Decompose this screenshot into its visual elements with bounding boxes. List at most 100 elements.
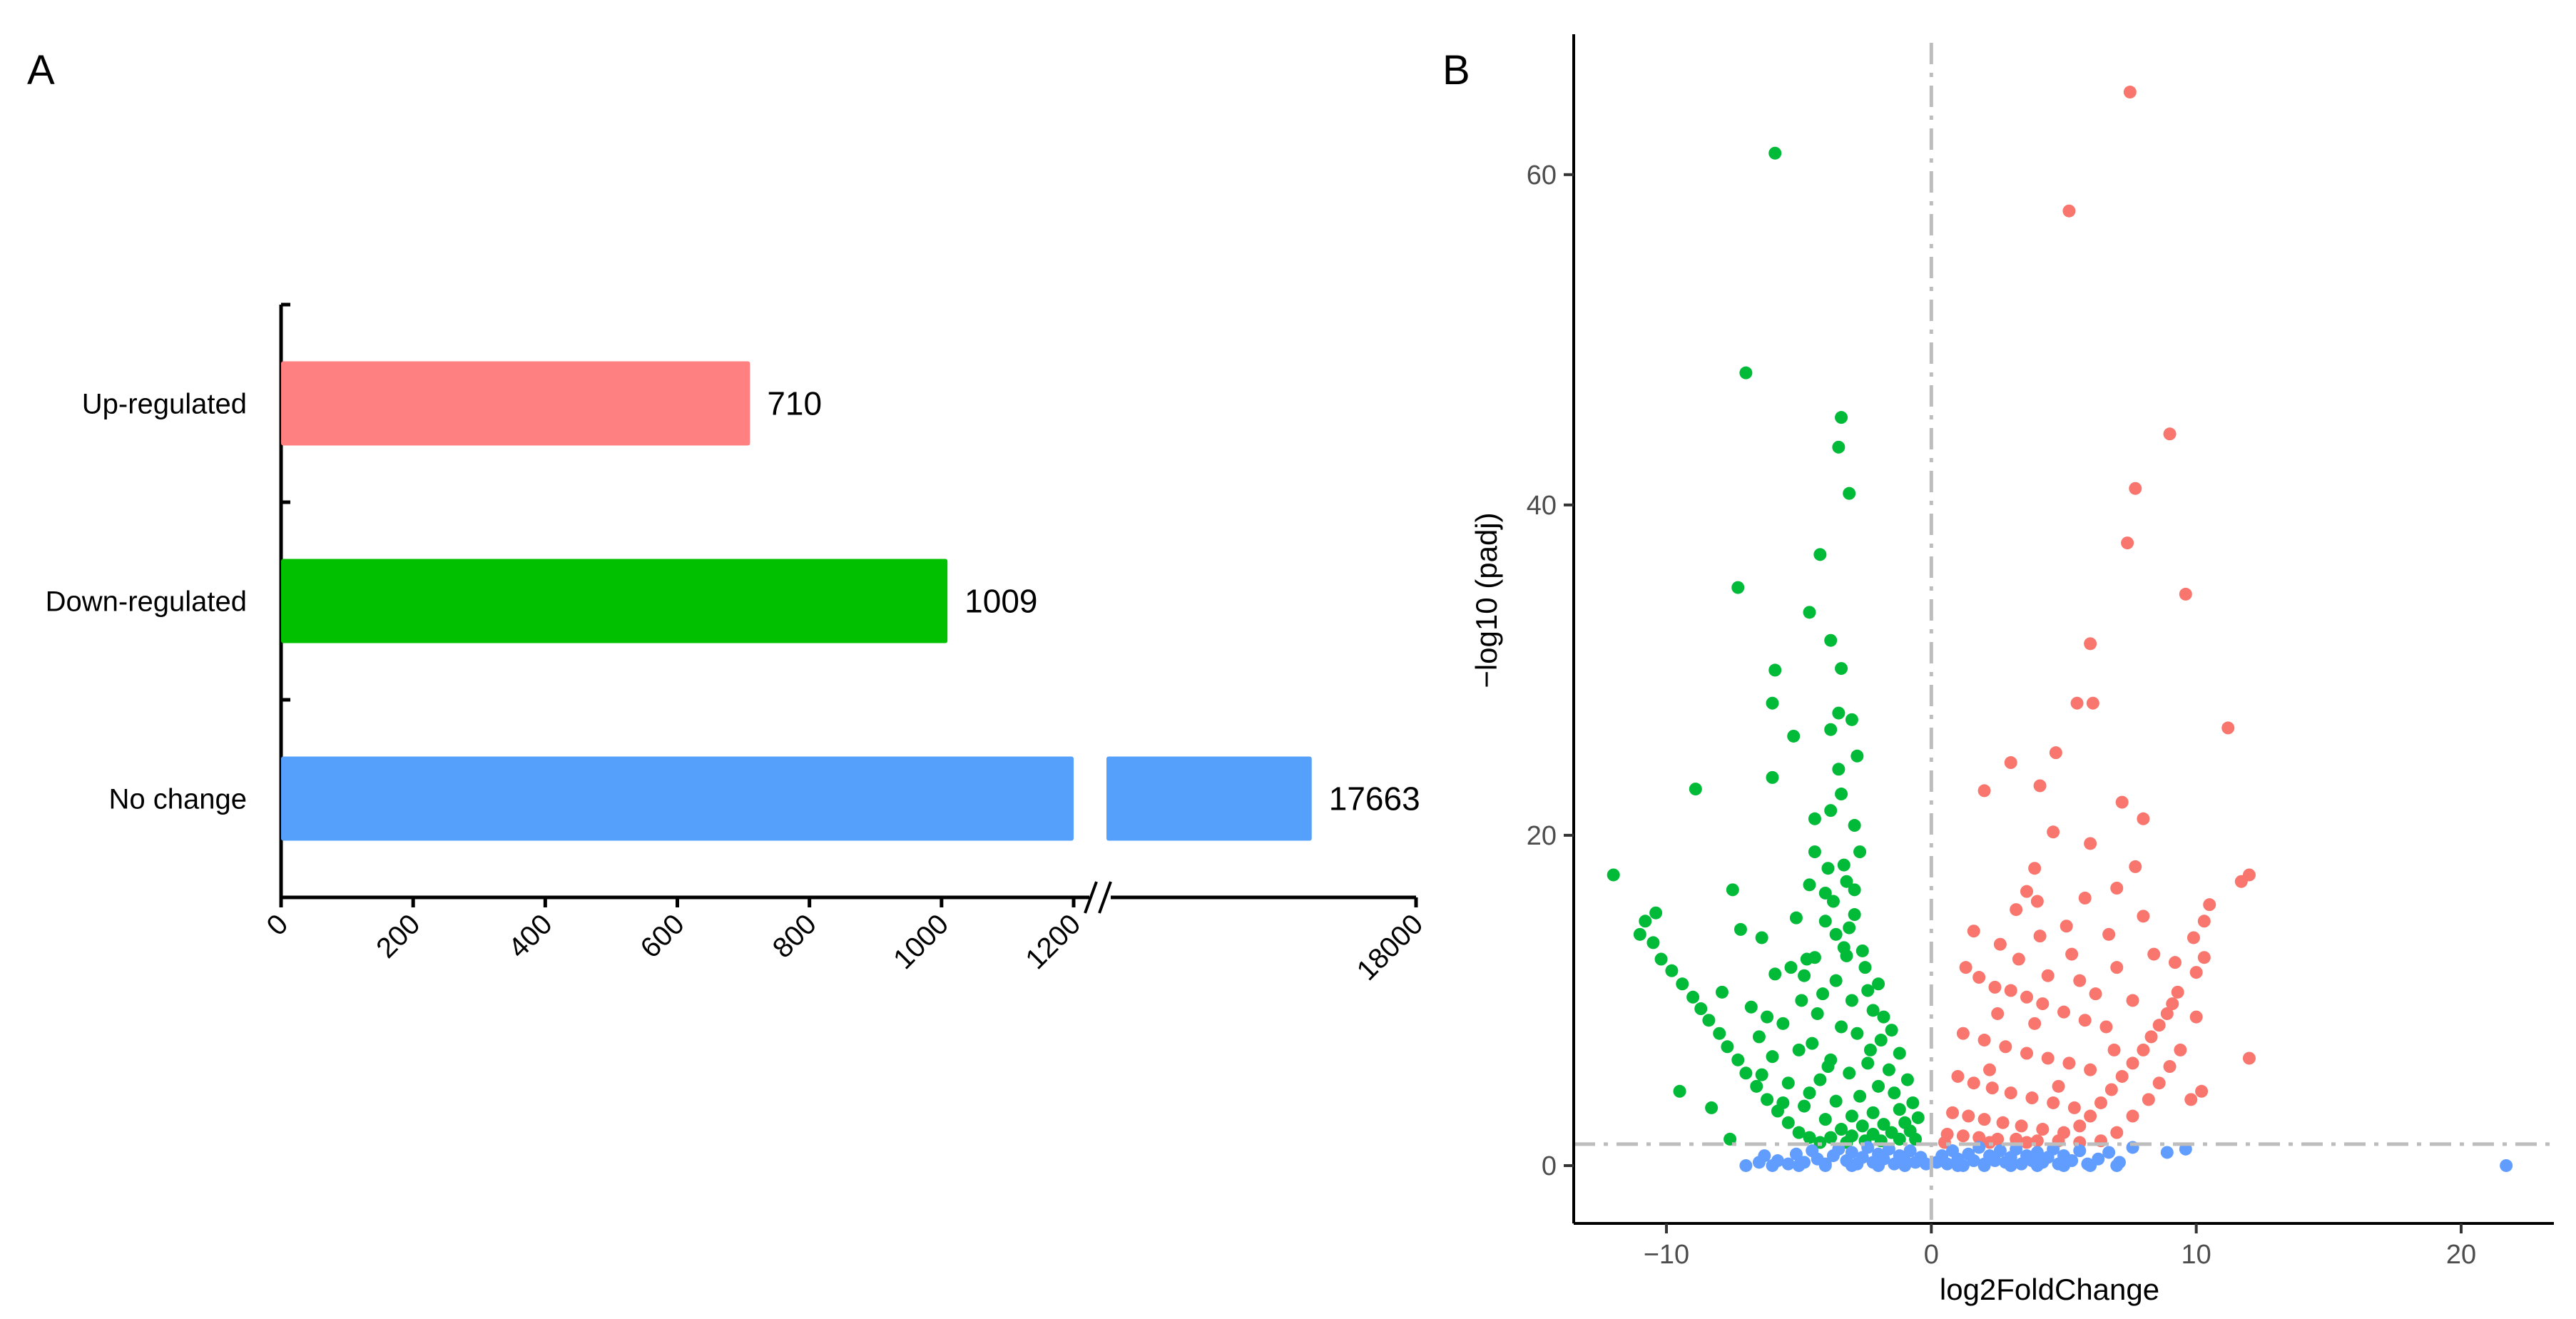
scatter-point (1654, 952, 1668, 966)
scatter-point (2020, 885, 2034, 898)
scatter-point (1840, 875, 1853, 888)
scatter-point (2084, 837, 2097, 850)
scatter-point (1702, 1014, 1716, 1027)
scatter-point (1607, 868, 1620, 882)
scatter-point (1999, 1040, 2012, 1054)
scatter-point (2197, 951, 2211, 964)
scatter-point (2078, 891, 2092, 905)
scatter-point (2189, 966, 2203, 979)
scatter-point (1784, 961, 1798, 974)
scatter-point (2025, 1091, 2039, 1105)
scatter-x-tick-label: 0 (1924, 1240, 1939, 1270)
bar-category-label: Up-regulated (82, 389, 247, 420)
scatter-point (2041, 1051, 2055, 1065)
scatter-point (2033, 930, 2047, 943)
scatter-point (1853, 1089, 1867, 1103)
scatter-point (2089, 987, 2102, 1001)
scatter-point (1845, 1109, 1858, 1123)
scatter-point (2171, 985, 2184, 999)
scatter-point (2036, 997, 2050, 1011)
scatter-point (2137, 1043, 2150, 1056)
scatter-point (2099, 1020, 2113, 1034)
scatter-point (2221, 721, 2235, 735)
scatter-point (1845, 1158, 1858, 1172)
scatter-point (1872, 1079, 1885, 1093)
scatter-point (1962, 1109, 1975, 1123)
scatter-point (2028, 1017, 2042, 1030)
scatter-point (1761, 1010, 1774, 1024)
scatter-point (2033, 779, 2047, 793)
scatter-x-tick-label: 10 (2182, 1240, 2211, 1270)
scatter-point (1829, 974, 1843, 987)
scatter-point (2060, 920, 2073, 933)
scatter-point (1768, 663, 1782, 677)
scatter-point (1673, 1084, 1686, 1098)
scatter-point (2041, 969, 2055, 982)
scatter-point (2086, 696, 2099, 710)
scatter-point (2020, 990, 2034, 1004)
scatter-point (2195, 1084, 2209, 1098)
scatter-point (2168, 956, 2182, 969)
scatter-point (2102, 1146, 2116, 1159)
scatter-point (1837, 858, 1850, 872)
volcano-plot-panel-b: −10 0 10 20 0 20 40 60 log2FoldChange −log10 (pad… (1470, 34, 2554, 1306)
scatter-point (1845, 1146, 1858, 1159)
scatter-point (1744, 1000, 1758, 1014)
scatter-point (2110, 881, 2124, 895)
scatter-point (2160, 1146, 2174, 1159)
scatter-point (1956, 1027, 1970, 1040)
scatter-point (1972, 1131, 1986, 1144)
scatter-point (1792, 1126, 1806, 1139)
scatter-x-axis-label: log2FoldChange (1940, 1273, 2159, 1306)
bar-axis-break-mark (1084, 881, 1098, 914)
scatter-point (1713, 1027, 1726, 1040)
scatter-point (2203, 898, 2216, 912)
scatter-point (2104, 1083, 2118, 1096)
scatter-point (2129, 860, 2142, 873)
scatter-point (2163, 427, 2177, 441)
scatter-point (1959, 961, 1972, 974)
scatter-point (2144, 1030, 2158, 1044)
scatter-point (1766, 1158, 1779, 1172)
scatter-point (2115, 1069, 2129, 1083)
bar-x-tick-label: 800 (767, 908, 823, 964)
scatter-point (2073, 1119, 2087, 1133)
scatter-point (1829, 927, 1843, 941)
scatter-point (2126, 994, 2139, 1007)
scatter-point (1789, 1147, 1803, 1161)
scatter-point (2062, 1056, 2076, 1070)
scatter-point (2137, 910, 2150, 923)
scatter-point (2078, 1014, 2092, 1027)
scatter-point (2126, 1056, 2139, 1070)
scatter-point (2028, 862, 2042, 875)
scatter-point (1792, 1043, 1806, 1056)
scatter-point (1951, 1158, 1965, 1172)
scatter-point (1755, 931, 1768, 944)
scatter-point (1967, 1076, 1980, 1090)
bar-x-tick-label: 1000 (887, 908, 954, 975)
scatter-point (2163, 1060, 2177, 1074)
bar-up-regulated (281, 361, 750, 446)
scatter-point (1835, 1123, 1848, 1136)
scatter-point (2012, 952, 2025, 966)
scatter-point (1633, 927, 1646, 941)
scatter-point (2030, 895, 2044, 908)
scatter-point (1946, 1106, 1960, 1119)
scatter-point (2197, 915, 2211, 928)
scatter-point (1956, 1129, 1970, 1143)
scatter-point (2057, 1158, 2070, 1172)
scatter-point (1848, 883, 1861, 897)
scatter-point (2129, 482, 2142, 495)
scatter-point (2084, 637, 2097, 651)
bar-data-label: 1009 (964, 583, 1037, 620)
scatter-point (1850, 749, 1864, 763)
scatter-point (1861, 984, 1875, 997)
scatter-point (1885, 1024, 1898, 1037)
scatter-point (1893, 1103, 1906, 1116)
scatter-point (1848, 908, 1861, 922)
scatter-point (1843, 921, 1856, 934)
scatter-point (2110, 1126, 2124, 1139)
scatter-point (1855, 1151, 1869, 1164)
scatter-series-1 (1938, 86, 2256, 1149)
scatter-point (1985, 1081, 1999, 1095)
